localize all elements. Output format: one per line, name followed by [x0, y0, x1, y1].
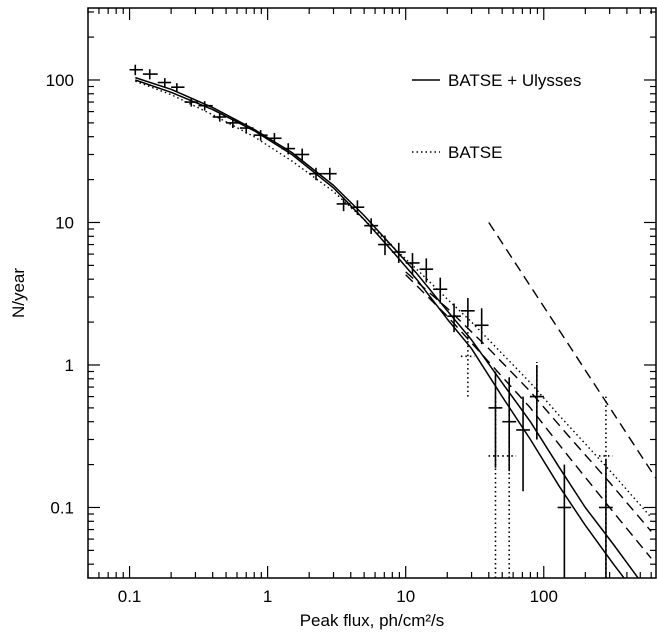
data-point-8	[239, 122, 254, 134]
data-point-16	[350, 200, 365, 215]
y-tick-label: 1	[65, 356, 74, 375]
data-point-7	[226, 118, 240, 129]
data-point-batse-4	[598, 396, 613, 578]
axis-ticks	[87, 8, 656, 578]
legend-label-batse: BATSE	[448, 143, 502, 162]
series-curve-solid-0	[135, 79, 625, 578]
data-point-19	[391, 242, 406, 263]
x-axis-label: Peak flux, ph/cm²/s	[300, 611, 445, 630]
data-point-batse-1	[488, 396, 503, 578]
data-point-0	[129, 64, 143, 76]
y-tick-label: 100	[46, 71, 74, 90]
data-point-3	[171, 83, 185, 92]
data-point-1	[142, 69, 158, 80]
series-curve-solid-1	[135, 76, 640, 578]
data-point-30	[557, 464, 572, 578]
data-point-25	[474, 308, 489, 345]
y-axis-label: N/year	[9, 268, 28, 318]
data-point-15	[336, 197, 351, 212]
x-tick-label: 0.1	[118, 587, 142, 606]
data-point-batse-0	[460, 325, 475, 397]
data-point-21	[419, 258, 434, 283]
series-curve-dashed-4	[405, 274, 652, 559]
data-point-6	[212, 112, 227, 122]
data-point-2	[157, 78, 172, 88]
x-tick-label: 100	[530, 587, 558, 606]
data-point-9	[253, 130, 268, 141]
x-tick-label: 1	[263, 587, 272, 606]
model-curves	[135, 76, 656, 578]
x-tick-label: 10	[396, 587, 415, 606]
data-point-20	[405, 253, 420, 275]
legend: BATSE + Ulysses BATSE	[412, 71, 581, 162]
data-point-5	[198, 101, 213, 111]
data-point-24	[460, 298, 475, 327]
plot-frame	[87, 7, 657, 579]
legend-label-batse-ulysses: BATSE + Ulysses	[448, 71, 581, 90]
data-points	[129, 64, 613, 578]
data-point-14	[322, 167, 337, 181]
data-point-10	[267, 132, 282, 145]
series-curve-dashed-5	[488, 222, 656, 479]
data-point-18	[378, 235, 392, 256]
y-tick-label: 0.1	[50, 498, 74, 517]
data-point-12	[295, 148, 310, 162]
data-point-batse-2	[502, 396, 517, 578]
data-point-4	[184, 97, 199, 107]
data-point-11	[281, 143, 296, 155]
y-tick-label: 10	[55, 213, 74, 232]
series-curve-dotted-2	[135, 80, 652, 518]
data-point-17	[364, 218, 379, 235]
data-point-23	[447, 303, 461, 333]
series-curve-dashed-3	[405, 271, 652, 532]
axis-tick-labels: 0.1 1 10 100 0.1 1 10 100	[46, 71, 558, 606]
data-point-13	[309, 167, 323, 181]
data-point-22	[433, 277, 448, 304]
data-point-28	[516, 396, 530, 492]
